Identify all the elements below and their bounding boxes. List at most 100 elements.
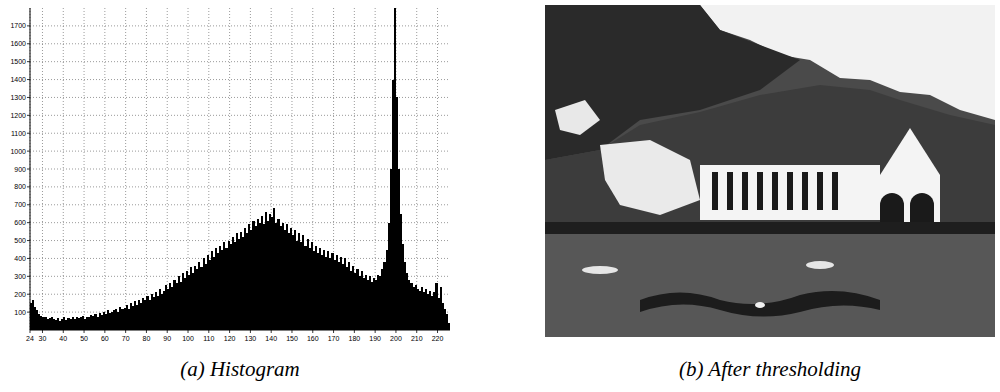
tick-label: 50 bbox=[80, 335, 88, 342]
grid-line bbox=[30, 25, 450, 26]
arch bbox=[910, 193, 934, 225]
histogram-bar bbox=[359, 276, 361, 330]
image-ground bbox=[545, 5, 995, 337]
grid-line bbox=[125, 8, 126, 330]
histogram-bar bbox=[350, 271, 352, 330]
grid-line bbox=[104, 8, 105, 330]
grid-line bbox=[84, 8, 85, 330]
histogram-bar bbox=[356, 269, 358, 330]
histogram-bar bbox=[161, 294, 163, 330]
gable bbox=[880, 128, 940, 225]
histogram-bar bbox=[140, 303, 142, 330]
histogram-bar bbox=[280, 226, 282, 330]
histogram-bar bbox=[273, 208, 275, 330]
histogram-bar bbox=[99, 313, 101, 330]
grid-line bbox=[30, 97, 450, 98]
histogram-bar bbox=[404, 262, 406, 330]
histogram-bar bbox=[155, 292, 157, 330]
hedge bbox=[545, 222, 995, 234]
grid-line bbox=[30, 151, 450, 152]
y-axis bbox=[30, 8, 31, 330]
histogram-bar bbox=[119, 307, 121, 330]
grid-line bbox=[30, 186, 450, 187]
grid-line bbox=[30, 169, 450, 170]
histogram-bar bbox=[219, 246, 221, 330]
histogram-bar bbox=[419, 291, 421, 330]
histogram-bar bbox=[415, 285, 417, 330]
histogram-bar bbox=[186, 271, 188, 330]
tick-label: 80 bbox=[143, 335, 151, 342]
histogram-bar bbox=[261, 216, 263, 330]
histogram-bar bbox=[442, 303, 444, 330]
histogram-bar bbox=[338, 262, 340, 330]
histogram-bar bbox=[259, 223, 261, 330]
histogram-bar bbox=[205, 264, 207, 330]
histogram-bar bbox=[90, 315, 92, 330]
grid-line bbox=[30, 79, 450, 80]
tick-label: 90 bbox=[163, 335, 171, 342]
tick-label: 600 bbox=[14, 219, 26, 226]
histogram-bar bbox=[410, 283, 412, 330]
tick-label: 800 bbox=[14, 183, 26, 190]
histogram-bar bbox=[42, 317, 44, 330]
histogram-bar bbox=[300, 242, 302, 330]
histogram-bar bbox=[138, 300, 140, 330]
grid-line bbox=[63, 8, 64, 330]
histogram-bar bbox=[121, 309, 123, 330]
histogram-bar bbox=[388, 223, 390, 330]
patch bbox=[806, 261, 834, 269]
histogram-bar bbox=[215, 248, 217, 330]
histogram-bar bbox=[146, 296, 148, 330]
tick-label: 100 bbox=[14, 309, 26, 316]
histogram-bar bbox=[369, 276, 371, 330]
histogram-bar bbox=[417, 289, 419, 330]
histogram-bar bbox=[171, 287, 173, 330]
tick-label: 1500 bbox=[10, 58, 26, 65]
histogram-bar bbox=[331, 253, 333, 330]
histogram-bar bbox=[277, 219, 279, 330]
histogram-bar bbox=[309, 248, 311, 330]
histogram-bar bbox=[109, 313, 111, 330]
histogram-bar bbox=[302, 235, 304, 330]
grid-line bbox=[167, 8, 168, 330]
histogram-bar bbox=[57, 318, 59, 330]
histogram-bar bbox=[225, 248, 227, 330]
tick-label: 1000 bbox=[10, 148, 26, 155]
histogram-bar bbox=[400, 214, 402, 330]
histogram-bar bbox=[294, 230, 296, 330]
grid-line bbox=[30, 115, 450, 116]
histogram-bar bbox=[107, 310, 109, 330]
histogram-bar bbox=[361, 271, 363, 330]
histogram-bar bbox=[342, 264, 344, 330]
lawn bbox=[545, 234, 995, 337]
tick-label: 40 bbox=[59, 335, 67, 342]
histogram-bar bbox=[448, 323, 450, 330]
histogram-bar bbox=[149, 300, 151, 330]
grid-line bbox=[416, 8, 417, 330]
histogram-bar bbox=[47, 319, 49, 330]
histogram-bar bbox=[198, 262, 200, 330]
grid-line bbox=[42, 8, 43, 330]
tick-label: 1300 bbox=[10, 94, 26, 101]
histogram-bar bbox=[188, 275, 190, 330]
histogram-bar bbox=[213, 257, 215, 330]
histogram-bar bbox=[406, 273, 408, 330]
tick-label: 1600 bbox=[10, 40, 26, 47]
histogram-bar bbox=[371, 282, 373, 330]
histogram-bar bbox=[248, 224, 250, 330]
histogram-bar bbox=[230, 244, 232, 330]
histogram-bar bbox=[379, 276, 381, 330]
x-axis bbox=[30, 330, 450, 331]
tick-label: 60 bbox=[101, 335, 109, 342]
histogram-bar bbox=[178, 276, 180, 330]
histogram-bar bbox=[136, 305, 138, 330]
grid-line bbox=[146, 8, 147, 330]
histogram-bar bbox=[132, 306, 134, 330]
tick-label: 180 bbox=[349, 335, 361, 342]
window bbox=[742, 172, 748, 210]
tick-label: 700 bbox=[14, 201, 26, 208]
histogram-bar bbox=[65, 320, 67, 330]
histogram-bar bbox=[234, 242, 236, 330]
histogram-bar bbox=[255, 226, 257, 330]
histogram-bar bbox=[61, 319, 63, 330]
